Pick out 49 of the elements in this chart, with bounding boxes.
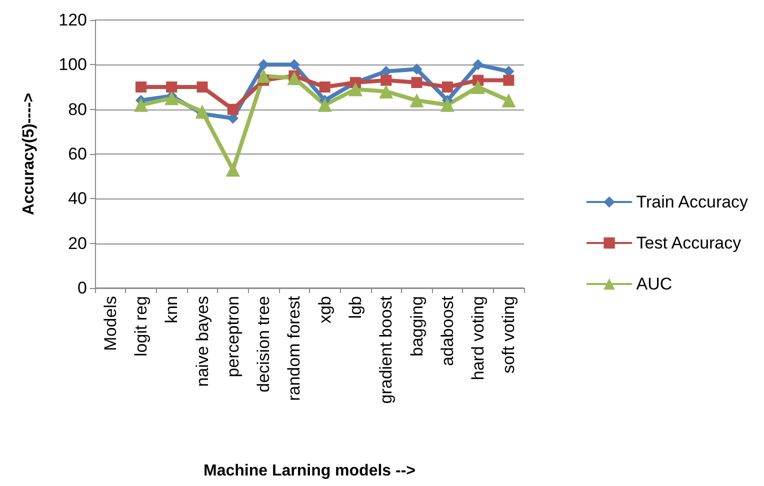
point xyxy=(135,82,146,92)
point xyxy=(226,162,240,177)
x-tick-label: soft voting xyxy=(499,296,518,374)
x-tick-label: lgb xyxy=(346,296,365,319)
point xyxy=(503,74,514,86)
point xyxy=(411,77,422,88)
x-tick-label: adaboost xyxy=(438,296,457,366)
point xyxy=(256,68,271,83)
y-tick-label: 120 xyxy=(58,10,87,30)
x-tick-label: logit reg xyxy=(131,296,150,356)
point xyxy=(472,59,484,70)
point xyxy=(440,98,454,112)
point xyxy=(196,82,208,92)
x-tick-label: gradient boost xyxy=(376,296,396,404)
point xyxy=(502,93,516,108)
y-tick-label: 100 xyxy=(58,55,87,74)
y-tick-label: 20 xyxy=(68,234,87,253)
y-axis-title: Accuracy(5)----> xyxy=(20,92,38,216)
x-tick-label: xgb xyxy=(315,296,334,324)
x-tick-label: naive bayes xyxy=(192,296,212,387)
point xyxy=(166,82,178,92)
x-tick-label: knn xyxy=(162,296,182,324)
x-tick-label: hard voting xyxy=(468,296,488,380)
x-tick-label: random forest xyxy=(284,296,304,401)
point xyxy=(134,98,148,112)
x-tick-label: Models xyxy=(100,296,120,351)
point xyxy=(410,93,424,108)
y-tick-label: 80 xyxy=(68,100,87,119)
point xyxy=(379,84,394,98)
point xyxy=(227,104,238,115)
legend-label: Test Accuracy xyxy=(636,234,742,252)
legend-label: Train Accuracy xyxy=(636,192,749,212)
point xyxy=(442,82,453,92)
point xyxy=(380,74,392,86)
y-tick-label: 40 xyxy=(68,189,87,208)
point xyxy=(287,71,302,86)
point xyxy=(318,98,332,112)
legend-label: AUC xyxy=(636,274,672,294)
x-tick-label: perceptron xyxy=(223,296,242,378)
x-tick-label: bagging xyxy=(407,296,426,357)
point xyxy=(471,80,486,94)
point xyxy=(348,82,362,96)
point xyxy=(164,91,179,106)
point xyxy=(319,82,330,92)
point xyxy=(195,104,210,119)
x-axis-title: Machine Larning models --> xyxy=(203,462,416,480)
y-tick-label: 0 xyxy=(78,278,87,298)
x-tick-label: decision tree xyxy=(254,296,274,392)
y-tick-label: 60 xyxy=(68,144,87,164)
